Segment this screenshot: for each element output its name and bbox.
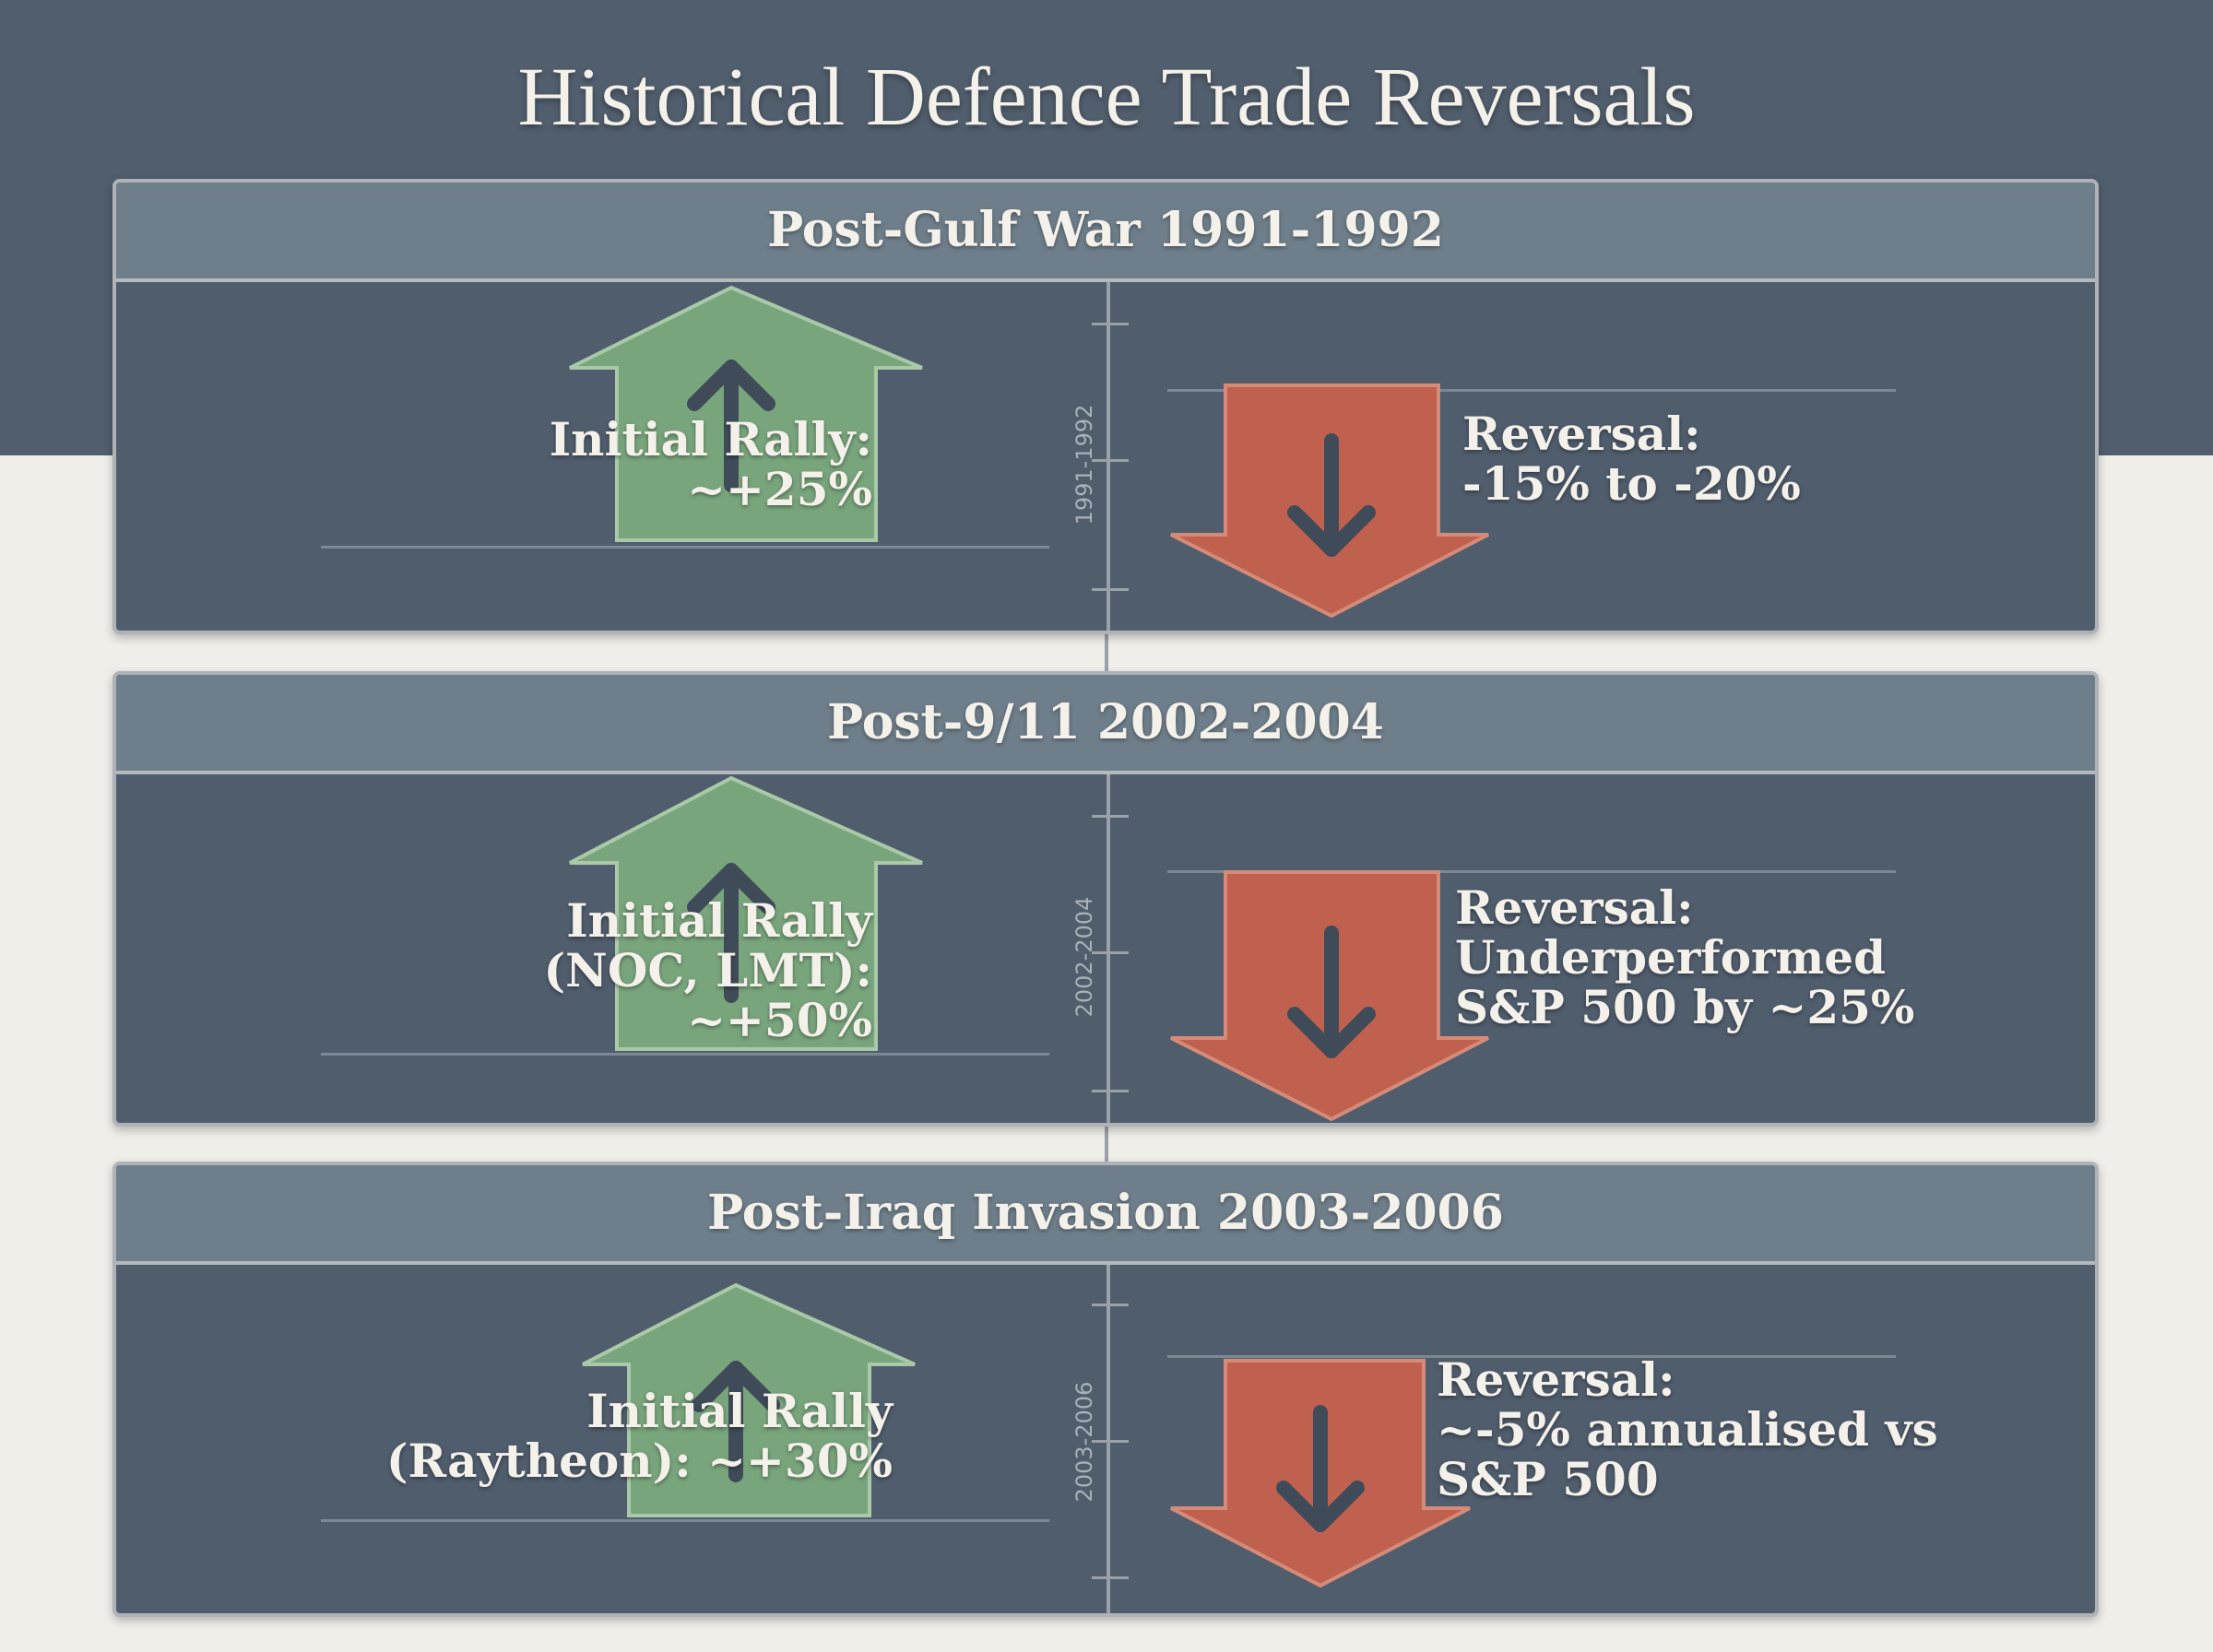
rally-arrow	[569, 285, 923, 542]
timeline-divider	[1106, 1265, 1110, 1613]
reversal-line: Underperformed	[1455, 930, 1887, 985]
rally-description: Initial Rally: ~+25%	[301, 415, 872, 514]
baseline-guide	[1167, 870, 1896, 873]
timeline-tick	[1092, 459, 1129, 462]
episode-panel-iraq-invasion: Post-Iraq Invasion 2003-2006 2003-2006 I…	[112, 1162, 2099, 1617]
timeline-tick	[1092, 323, 1129, 325]
arrow-up-icon	[687, 360, 775, 492]
reversal-line: S&P 500	[1437, 1452, 1659, 1506]
timeline-tick	[1092, 588, 1129, 591]
timeline-tick	[1092, 951, 1129, 954]
rally-line: ~+50%	[687, 993, 872, 1047]
reversal-line: S&P 500 by ~25%	[1455, 980, 1915, 1034]
timeline-tick	[1092, 1090, 1129, 1092]
episode-heading: Post-Gulf War 1991-1992	[116, 183, 2095, 282]
episode-panel-post-911: Post-9/11 2002-2004 2002-2004 Initial Ra…	[112, 671, 2099, 1127]
arrow-down-icon	[1287, 926, 1376, 1058]
arrow-graphics	[582, 1282, 1471, 1588]
timeline-divider	[1106, 774, 1110, 1123]
arrow-graphics	[569, 285, 1489, 619]
reversal-description: Reversal: ~-5% annualised vs S&P 500	[1437, 1355, 2082, 1504]
timeline-tick	[1092, 1304, 1129, 1306]
reversal-line: ~-5% annualised vs	[1437, 1402, 1938, 1457]
reversal-line: Reversal:	[1455, 880, 1694, 935]
baseline-guide	[1167, 389, 1896, 392]
reversal-line: Reversal:	[1437, 1352, 1675, 1407]
reversal-line: -15% to -20%	[1462, 456, 1801, 511]
arrow-graphics	[569, 775, 1489, 1122]
baseline-guide	[321, 1053, 1049, 1056]
baseline-guide	[321, 546, 1049, 549]
rally-description: Initial Rally (Raytheon): ~+30%	[227, 1386, 893, 1486]
page-title: Historical Defence Trade Reversals	[517, 52, 1696, 143]
timeline-tick	[1092, 1576, 1129, 1579]
reversal-line: Reversal:	[1462, 407, 1701, 461]
episode-panel-gulf-war: Post-Gulf War 1991-1992 1991-1992 Initia…	[112, 179, 2099, 634]
baseline-guide	[321, 1519, 1049, 1522]
reversal-description: Reversal: Underperformed S&P 500 by ~25%	[1455, 883, 2082, 1032]
rally-description: Initial Rally (NOC, LMT): ~+50%	[301, 896, 872, 1045]
rally-line: Initial Rally	[566, 893, 872, 948]
rally-arrow	[582, 1282, 916, 1517]
rally-line: ~+25%	[687, 462, 872, 516]
rally-line: (NOC, LMT):	[543, 943, 872, 997]
arrow-up-icon	[687, 863, 775, 1003]
timeline-divider	[1106, 282, 1110, 631]
episode-heading: Post-Iraq Invasion 2003-2006	[116, 1165, 2095, 1265]
rally-line: Initial Rally	[586, 1384, 893, 1438]
rally-line: Initial Rally:	[549, 412, 872, 466]
episode-heading: Post-9/11 2002-2004	[116, 675, 2095, 774]
timeline-tick	[1092, 1440, 1129, 1443]
baseline-guide	[1167, 1355, 1896, 1358]
arrow-down-icon	[1276, 1405, 1365, 1532]
timeline-tick	[1092, 815, 1129, 818]
reversal-description: Reversal: -15% to -20%	[1462, 409, 2053, 509]
rally-line: (Raytheon): ~+30%	[385, 1434, 893, 1488]
rally-arrow	[569, 775, 923, 1051]
arrow-down-icon	[1287, 433, 1376, 557]
arrow-up-icon	[692, 1361, 780, 1482]
